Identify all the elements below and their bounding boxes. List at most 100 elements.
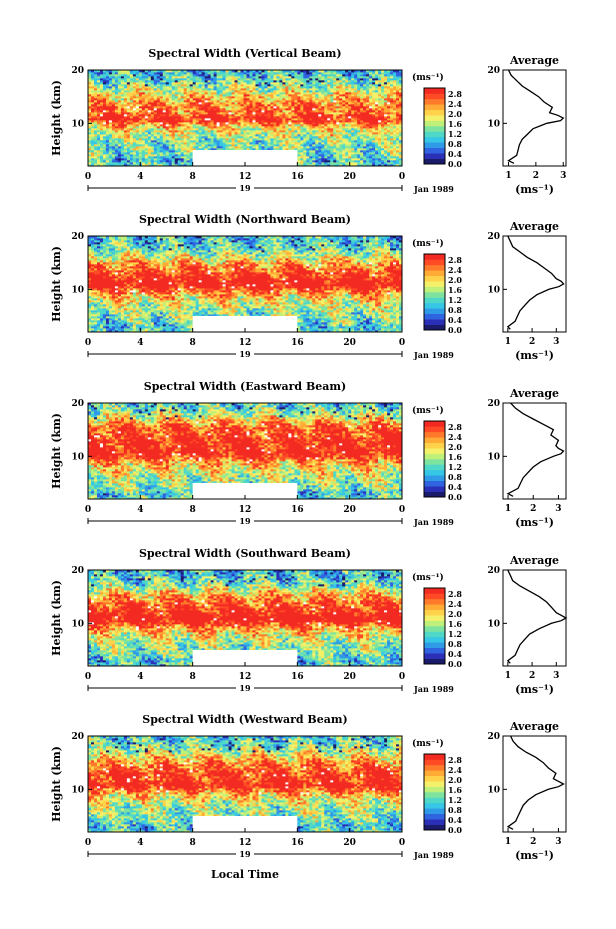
heatmap-cell <box>303 124 306 126</box>
heatmap-cell <box>139 130 142 132</box>
heatmap-cell <box>396 116 399 118</box>
heatmap-cell <box>336 154 339 156</box>
heatmap-cell <box>270 76 273 78</box>
heatmap-cell <box>345 90 348 92</box>
heatmap-cell <box>300 110 303 112</box>
heatmap-cell <box>178 94 181 96</box>
heatmap-cell <box>294 96 297 98</box>
heatmap-cell <box>166 162 169 164</box>
heatmap-cell <box>327 134 330 136</box>
heatmap-cell <box>339 102 342 104</box>
heatmap-cell <box>249 88 252 90</box>
heatmap-cell <box>196 122 199 124</box>
heatmap-cell <box>208 142 211 144</box>
heatmap-cell <box>193 84 196 86</box>
heatmap-cell <box>360 124 363 126</box>
heatmap-cell <box>312 128 315 130</box>
heatmap-cell <box>232 74 235 76</box>
heatmap-cell <box>348 152 351 154</box>
heatmap-cell <box>312 104 315 106</box>
heatmap-cell <box>244 82 247 84</box>
heatmap-cell <box>241 132 244 134</box>
heatmap-cell <box>160 126 163 128</box>
heatmap-cell <box>312 148 315 150</box>
heatmap-cell <box>142 154 145 156</box>
heatmap-cell <box>217 98 220 100</box>
heatmap-cell <box>393 92 396 94</box>
heatmap-cell <box>324 106 327 108</box>
heatmap-cell <box>157 76 160 78</box>
heatmap-cell <box>115 142 118 144</box>
heatmap-cell <box>121 152 124 154</box>
heatmap-cell <box>115 128 118 130</box>
heatmap-cell <box>115 162 118 164</box>
heatmap-cell <box>175 144 178 146</box>
heatmap-cell <box>315 76 318 78</box>
heatmap-cell <box>163 92 166 94</box>
heatmap-cell <box>103 94 106 96</box>
heatmap-cell <box>214 140 217 142</box>
heatmap-cell <box>235 98 238 100</box>
heatmap-cell <box>97 150 100 152</box>
heatmap-cell <box>393 150 396 152</box>
heatmap-cell <box>360 138 363 140</box>
heatmap-cell <box>378 144 381 146</box>
heatmap-cell <box>261 124 264 126</box>
heatmap-cell <box>151 140 154 142</box>
heatmap-cell <box>276 76 279 78</box>
heatmap-cell <box>97 92 100 94</box>
heatmap-cell <box>366 134 369 136</box>
heatmap-cell <box>235 124 238 126</box>
heatmap-cell <box>181 142 184 144</box>
heatmap-cell <box>229 110 232 112</box>
heatmap-cell <box>106 86 109 88</box>
heatmap-cell <box>103 104 106 106</box>
heatmap-cell <box>214 76 217 78</box>
heatmap-cell <box>91 106 94 108</box>
heatmap-cell <box>190 110 193 112</box>
heatmap-cell <box>324 156 327 158</box>
heatmap-cell <box>241 102 244 104</box>
heatmap-cell <box>112 104 115 106</box>
heatmap-cell <box>175 148 178 150</box>
heatmap-cell <box>360 150 363 152</box>
heatmap-cell <box>184 76 187 78</box>
heatmap-cell <box>333 122 336 124</box>
heatmap-cell <box>232 142 235 144</box>
heatmap-cell <box>393 112 396 114</box>
heatmap-cell <box>381 116 384 118</box>
heatmap-cell <box>264 78 267 80</box>
heatmap-cell <box>252 78 255 80</box>
heatmap-cell <box>154 136 157 138</box>
heatmap-cell <box>124 78 127 80</box>
heatmap-cell <box>223 96 226 98</box>
heatmap-cell <box>196 124 199 126</box>
heatmap-cell <box>157 78 160 80</box>
heatmap-cell <box>345 148 348 150</box>
heatmap-cell <box>300 100 303 102</box>
heatmap-cell <box>279 126 282 128</box>
heatmap-cell <box>258 106 261 108</box>
heatmap-cell <box>136 152 139 154</box>
heatmap-cell <box>366 90 369 92</box>
heatmap-cell <box>229 134 232 136</box>
heatmap-cell <box>348 72 351 74</box>
heatmap-cell <box>363 116 366 118</box>
heatmap-cell <box>261 148 264 150</box>
heatmap-cell <box>297 120 300 122</box>
heatmap-cell <box>94 118 97 120</box>
heatmap-cell <box>196 102 199 104</box>
heatmap-cell <box>348 96 351 98</box>
heatmap-cell <box>184 130 187 132</box>
heatmap-cell <box>151 136 154 138</box>
heatmap-cell <box>115 90 118 92</box>
heatmap-cell <box>279 124 282 126</box>
heatmap-cell <box>109 86 112 88</box>
heatmap-cell <box>261 80 264 82</box>
heatmap-cell <box>315 144 318 146</box>
heatmap-cell <box>106 110 109 112</box>
heatmap-cell <box>91 162 94 164</box>
heatmap-cell <box>276 82 279 84</box>
heatmap-cell <box>348 114 351 116</box>
heatmap-cell <box>151 104 154 106</box>
